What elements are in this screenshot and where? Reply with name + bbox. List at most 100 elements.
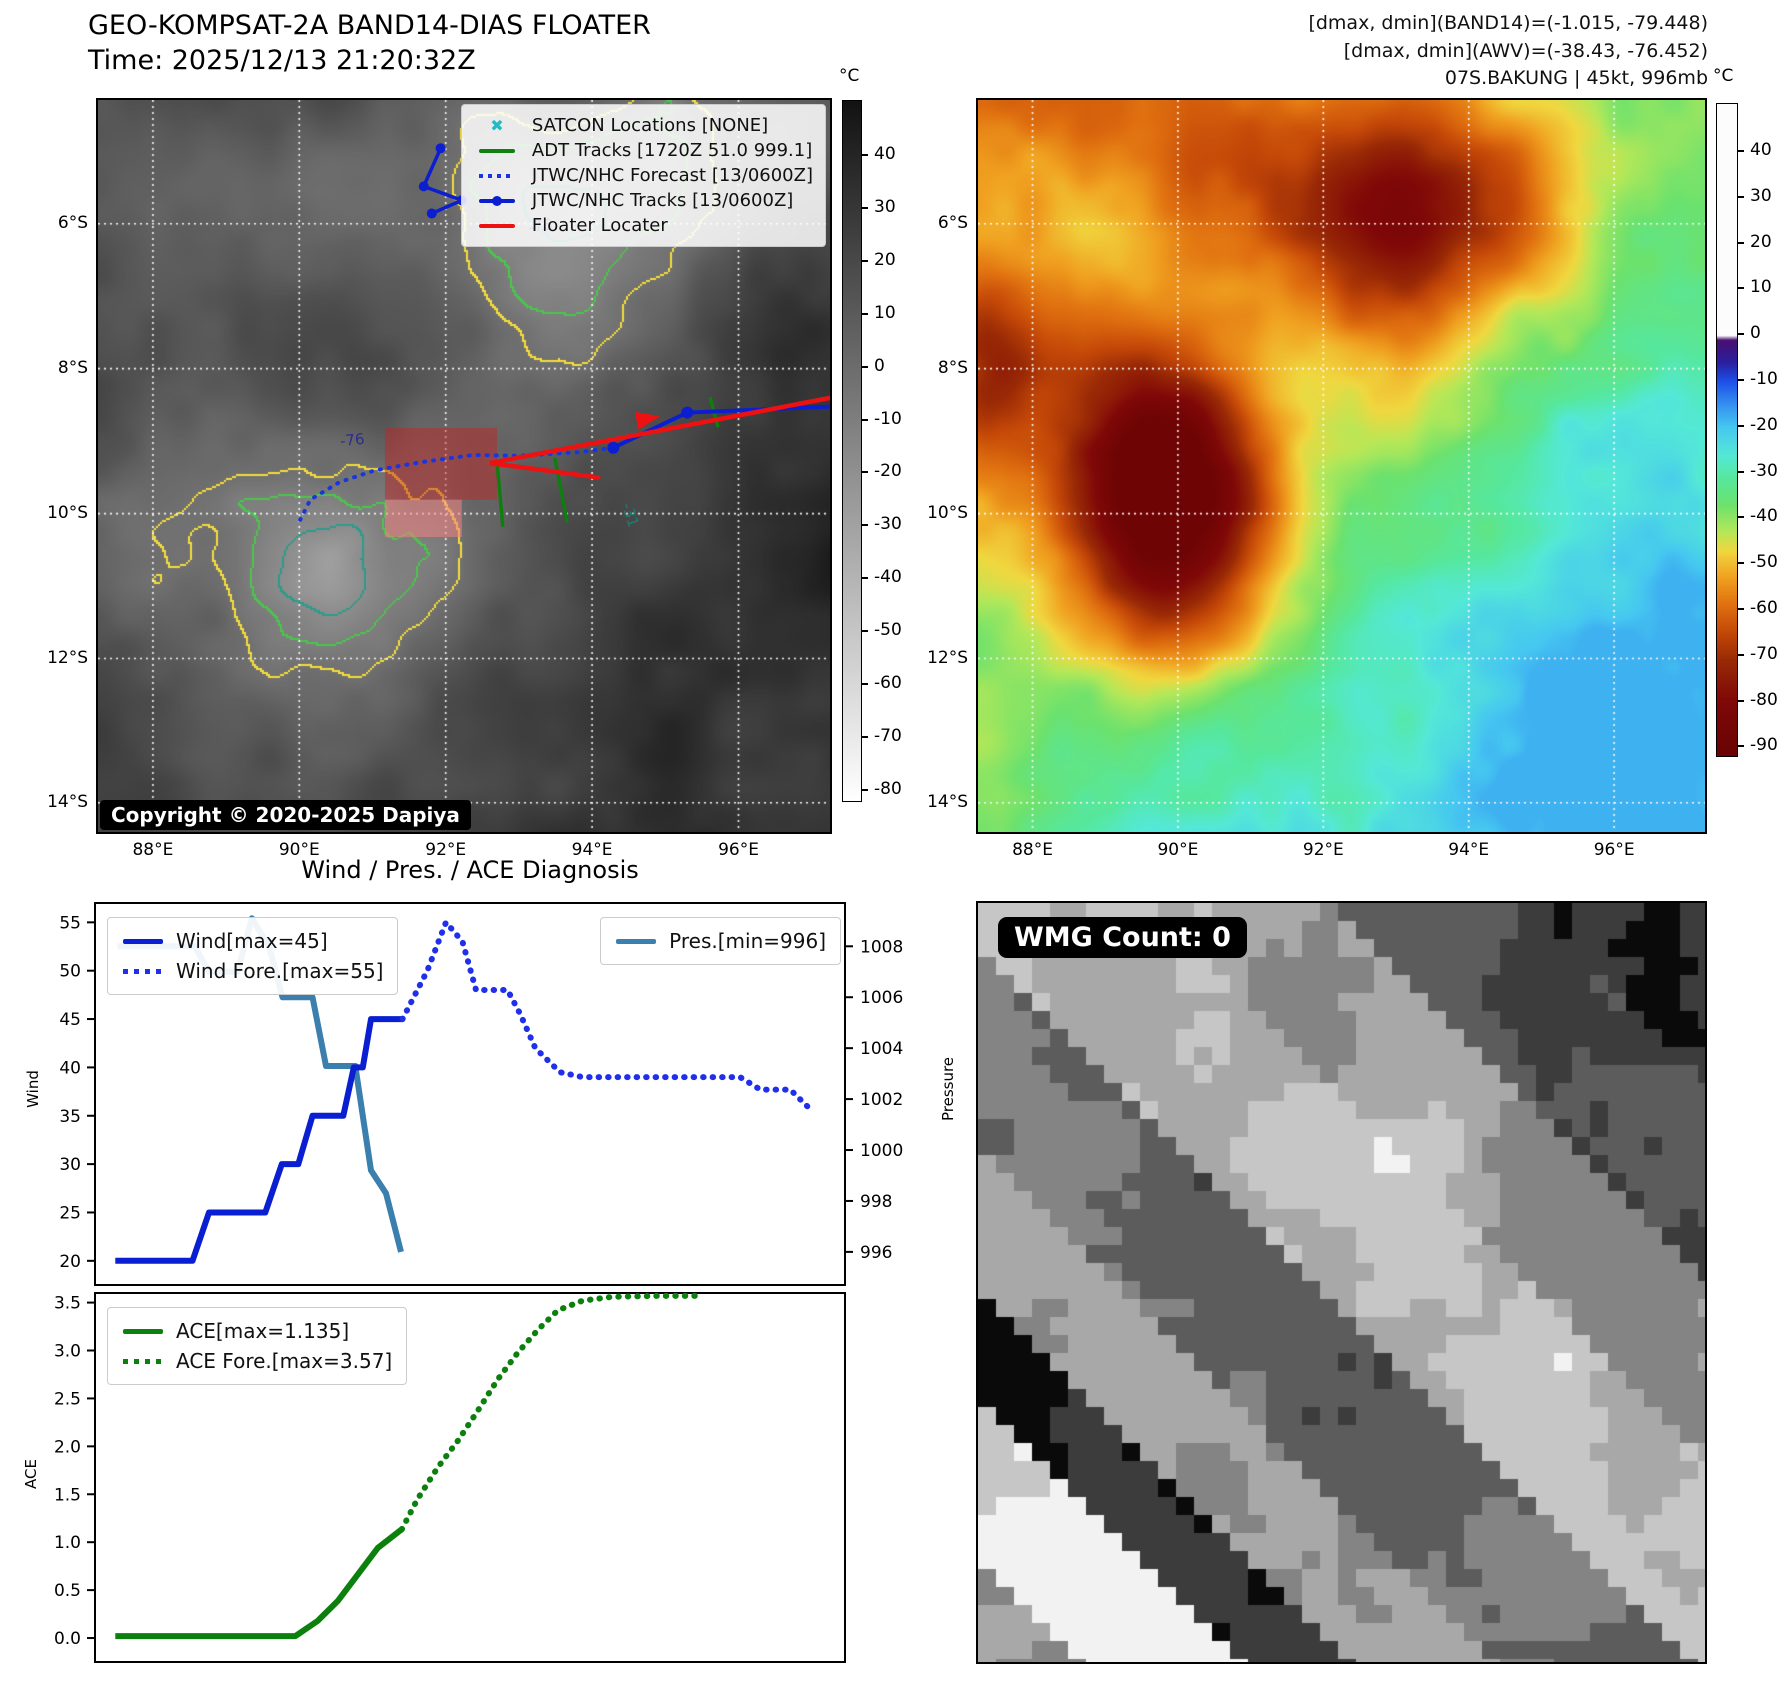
dotted-line-icon	[122, 968, 164, 974]
ace-ytick-label: 3.0	[54, 1342, 81, 1362]
lon-tick-label: 94°E	[571, 840, 613, 860]
legend-item-label: Pres.[min=996]	[669, 929, 826, 953]
ace-obs-line	[115, 1526, 404, 1640]
legend-item: ACE[max=1.135]	[122, 1316, 392, 1346]
adt-line-icon	[474, 148, 520, 153]
wind-ytick-label: 40	[59, 1058, 81, 1078]
legend-item-label: JTWC/NHC Tracks [13/0600Z]	[531, 190, 794, 211]
lat-tick-label: 12°S	[47, 647, 88, 668]
awv-map-panel	[976, 98, 1707, 834]
colorbar-tick-label: 30	[874, 196, 896, 217]
pressure-ytick-label: 996	[860, 1243, 892, 1263]
floater-alert-box	[384, 499, 462, 538]
map-legend: ✖ SATCON Locations [NONE] ADT Tracks [1720…	[460, 104, 826, 247]
colorbar-tick-label: 20	[1750, 231, 1772, 252]
ace-forecast-line	[398, 1292, 706, 1533]
legend-item-label: Wind[max=45]	[176, 929, 328, 953]
wind-ytick-label: 35	[59, 1107, 81, 1127]
diagnosis-title: Wind / Pres. / ACE Diagnosis	[301, 856, 639, 884]
colorbar-tick-label: -60	[1750, 598, 1778, 618]
colorbar-tick-label: -10	[874, 408, 902, 429]
floater-locater-line	[489, 395, 830, 466]
lon-tick-label: 92°E	[425, 840, 467, 860]
wmg-canvas	[978, 903, 1705, 1662]
lon-tick-label: 96°E	[1593, 840, 1635, 860]
lat-tick-label: 12°S	[927, 647, 968, 668]
legend-item: ✖ SATCON Locations [NONE]	[474, 113, 813, 138]
solid-line-icon	[615, 938, 657, 944]
jtwc-track-marker	[607, 441, 620, 454]
copyright-badge: Copyright © 2020-2025 Dapiya	[100, 800, 471, 830]
lat-tick-label: 6°S	[937, 212, 968, 233]
band14-map-panel: ✖ SATCON Locations [NONE] ADT Tracks [1720…	[96, 98, 832, 834]
colorbar-tick	[1737, 653, 1744, 656]
dotted-line-icon	[122, 1358, 164, 1364]
colorbar-tick-label: -70	[874, 725, 902, 746]
wind-ytick-label: 45	[59, 1010, 81, 1030]
solid-line-icon	[122, 938, 164, 944]
ace-axis-label: ACE	[21, 1459, 40, 1489]
legend-item: ACE Fore.[max=3.57]	[122, 1346, 392, 1376]
timestamp: Time: 2025/12/13 21:20:32Z	[88, 45, 476, 77]
wmg-panel: WMG Count: 0	[976, 901, 1707, 1664]
colorbar-tick	[1737, 241, 1744, 244]
track-overlay	[298, 143, 830, 538]
wind-obs-line	[115, 1016, 403, 1264]
pressure-ytick-label: 1002	[860, 1090, 903, 1110]
pressure-legend: Pres.[min=996]	[600, 917, 841, 965]
lat-tick-label: 8°S	[937, 357, 968, 378]
legend-item-label: JTWC/NHC Forecast [13/0600Z]	[531, 165, 813, 186]
lon-tick-label: 90°E	[278, 840, 320, 860]
jtwc-track-north	[421, 147, 467, 216]
colorbar-tick-label: -40	[874, 567, 902, 588]
colorbar-tick	[861, 312, 868, 315]
colorbar-tick	[1737, 424, 1744, 427]
adt-track-line	[553, 457, 569, 523]
colorbar-tick	[1737, 516, 1744, 519]
colorbar-tick	[1737, 562, 1744, 565]
ace-ytick-label: 1.5	[54, 1485, 81, 1505]
solid-line-icon	[122, 1328, 164, 1334]
colorbar-tick-label: -60	[874, 673, 902, 693]
colorbar-tick	[1737, 379, 1744, 381]
colorbar-tick-label: -20	[874, 461, 902, 482]
colorbar-tick	[861, 788, 868, 791]
floater-alert-box	[384, 427, 497, 500]
jtwc-track-marker	[418, 181, 429, 192]
storm-info-block: [dmax, dmin](BAND14)=(-1.015, -79.448) […	[1308, 10, 1708, 93]
ace-ytick-label: 2.5	[54, 1389, 81, 1409]
wind-ytick-label: 25	[59, 1203, 81, 1223]
ace-ytick-label: 0.5	[54, 1581, 81, 1601]
jtwc-track-marker	[426, 208, 437, 219]
legend-item-label: ACE[max=1.135]	[176, 1319, 350, 1343]
jtwc-track-line	[612, 404, 830, 450]
wind-legend: Wind[max=45] Wind Fore.[max=55]	[107, 917, 399, 995]
right-colorbar-unit: °C	[1713, 66, 1734, 86]
jtwc-forecast-line	[298, 445, 616, 523]
legend-item-label: ACE Fore.[max=3.57]	[176, 1349, 393, 1373]
pressure-ytick-label: 998	[860, 1192, 892, 1212]
floater-arrowhead-icon	[634, 411, 661, 430]
colorbar-tick-label: -20	[1750, 414, 1778, 435]
satcon-x-icon: ✖	[490, 116, 504, 135]
colorbar-tick-label: 40	[1750, 140, 1772, 160]
lat-tick-label: 14°S	[47, 791, 88, 812]
colorbar-tick-label: -30	[1750, 460, 1778, 481]
ace-chart-frame	[94, 1292, 846, 1663]
wind-ytick-label: 50	[59, 962, 81, 982]
ace-ytick-label: 2.0	[54, 1437, 81, 1457]
jtwc-track-marker	[435, 143, 446, 154]
legend-item: JTWC/NHC Forecast [13/0600Z]	[474, 163, 813, 188]
adt-track-line	[495, 459, 505, 527]
lat-tick-label: 10°S	[927, 502, 968, 523]
colorbar-tick-label: -50	[874, 620, 902, 641]
legend-item-label: Wind Fore.[max=55]	[176, 959, 384, 983]
right-colorbar	[1716, 103, 1738, 757]
wind-chart-frame	[94, 902, 846, 1286]
colorbar-tick-label: 20	[874, 249, 896, 270]
colorbar-tick-label: -50	[1750, 552, 1778, 573]
colorbar-tick	[861, 259, 868, 262]
colorbar-tick	[1737, 745, 1744, 748]
lon-tick-label: 96°E	[718, 840, 759, 860]
contour-label: -76	[338, 429, 365, 451]
